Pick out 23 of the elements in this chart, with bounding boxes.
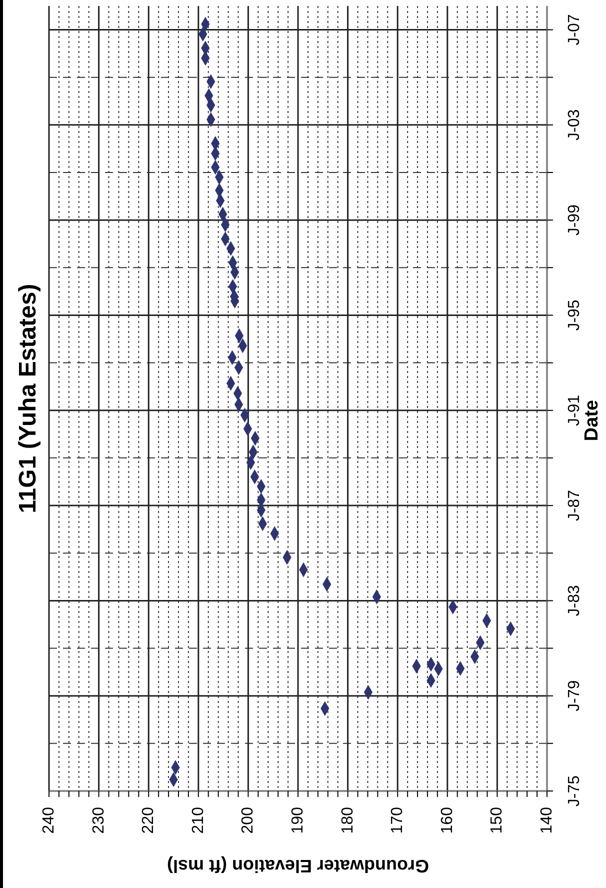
x-tick-label: 230 — [90, 806, 108, 834]
y-tick-label: J-99 — [566, 204, 583, 236]
y-tick-label: J-79 — [566, 680, 583, 712]
x-tick-label: 140 — [538, 806, 556, 834]
y-tick-label: J-07 — [566, 14, 583, 46]
x-tick-label: 200 — [240, 806, 257, 834]
x-tick-label: 150 — [488, 806, 506, 834]
text: 11G1 (Yuha Estates) — [14, 284, 42, 514]
x-tick-label: 170 — [389, 806, 406, 834]
y-tick-label: J-95 — [566, 300, 583, 331]
y-tick-label: J-87 — [566, 490, 583, 522]
x-axis-title: Groundwater Elevation (ft msl) — [166, 856, 430, 876]
y-axis-title: Date — [582, 400, 602, 442]
y-tick-label: J-03 — [566, 109, 583, 140]
x-tick-label: 160 — [438, 806, 456, 834]
y-tick-label: J-91 — [566, 394, 583, 426]
y-tick-label: J-75 — [566, 775, 583, 807]
x-tick-label: 210 — [190, 806, 207, 834]
x-tick-label: 220 — [140, 806, 158, 834]
x-tick-label: 240 — [40, 806, 58, 834]
x-tick-label: 190 — [290, 806, 306, 834]
x-tick-label: 180 — [339, 806, 356, 834]
y-tick-label: J-83 — [566, 585, 583, 616]
